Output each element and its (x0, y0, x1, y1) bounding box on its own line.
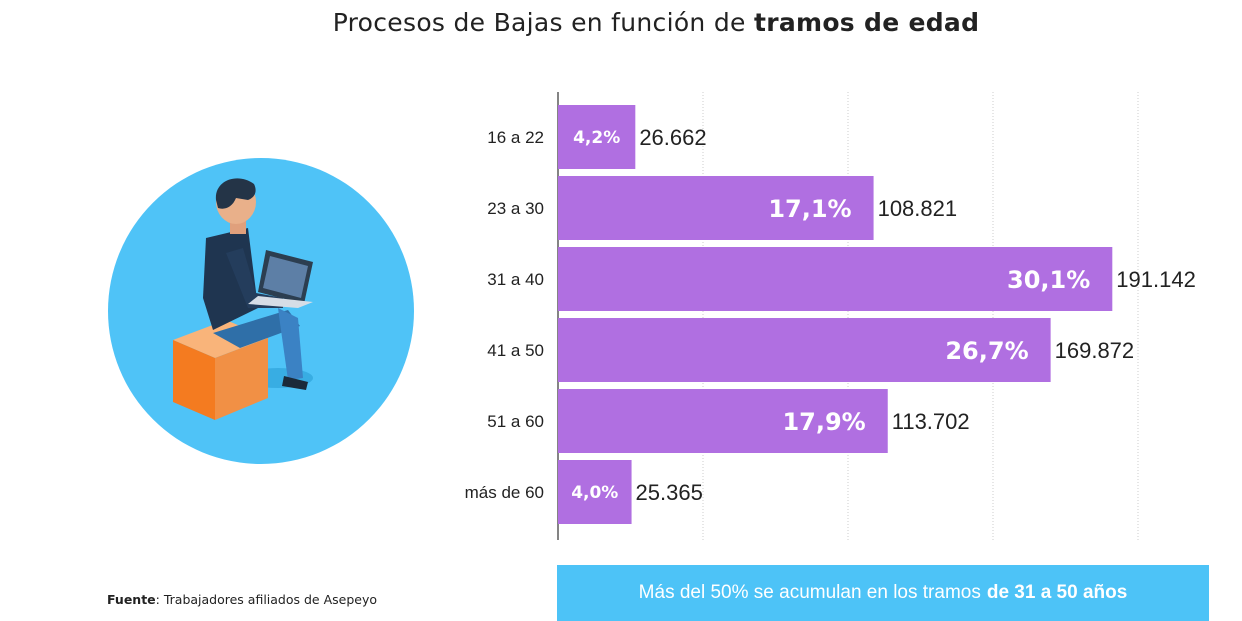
value-label-3: 169.872 (1055, 338, 1135, 363)
percent-label-2: 30,1% (1007, 266, 1090, 294)
percent-label-0: 4,2% (573, 128, 620, 148)
category-label-1: 23 a 30 (487, 199, 544, 218)
category-label-0: 16 a 22 (487, 128, 544, 147)
value-label-5: 25.365 (636, 480, 703, 505)
source-text: : Trabajadores afiliados de Asepeyo (155, 592, 378, 607)
summary-banner: Más del 50% se acumulan en los tramos de … (557, 565, 1209, 621)
value-label-2: 191.142 (1116, 267, 1196, 292)
person-with-laptop-icon (108, 158, 414, 464)
bar-2 (558, 247, 1113, 311)
banner-bold: de 31 a 50 años (986, 582, 1128, 603)
value-label-1: 108.821 (878, 196, 958, 221)
category-label-5: más de 60 (465, 483, 544, 502)
percent-label-5: 4,0% (571, 483, 618, 503)
title-prefix: Procesos de Bajas en función de (332, 8, 746, 37)
percent-label-3: 26,7% (945, 337, 1028, 365)
bar-3 (558, 318, 1051, 382)
category-label-3: 41 a 50 (487, 341, 544, 360)
title-bold: tramos de edad (753, 8, 980, 37)
bar-0 (558, 105, 636, 169)
bar-5 (558, 460, 632, 524)
percent-label-4: 17,9% (782, 408, 865, 436)
category-label-4: 51 a 60 (487, 412, 544, 431)
source-note: Fuente: Trabajadores afiliados de Asepey… (107, 592, 377, 607)
chart-title: Procesos de Bajas en función de tramos d… (0, 8, 1242, 37)
value-label-0: 26.662 (639, 125, 706, 150)
category-label-2: 31 a 40 (487, 270, 544, 289)
bar-4 (558, 389, 888, 453)
value-label-4: 113.702 (892, 409, 970, 434)
banner-text: Más del 50% se acumulan en los tramos (638, 582, 981, 603)
percent-label-1: 17,1% (768, 195, 851, 223)
source-label: Fuente (107, 592, 156, 607)
bar-1 (558, 176, 874, 240)
